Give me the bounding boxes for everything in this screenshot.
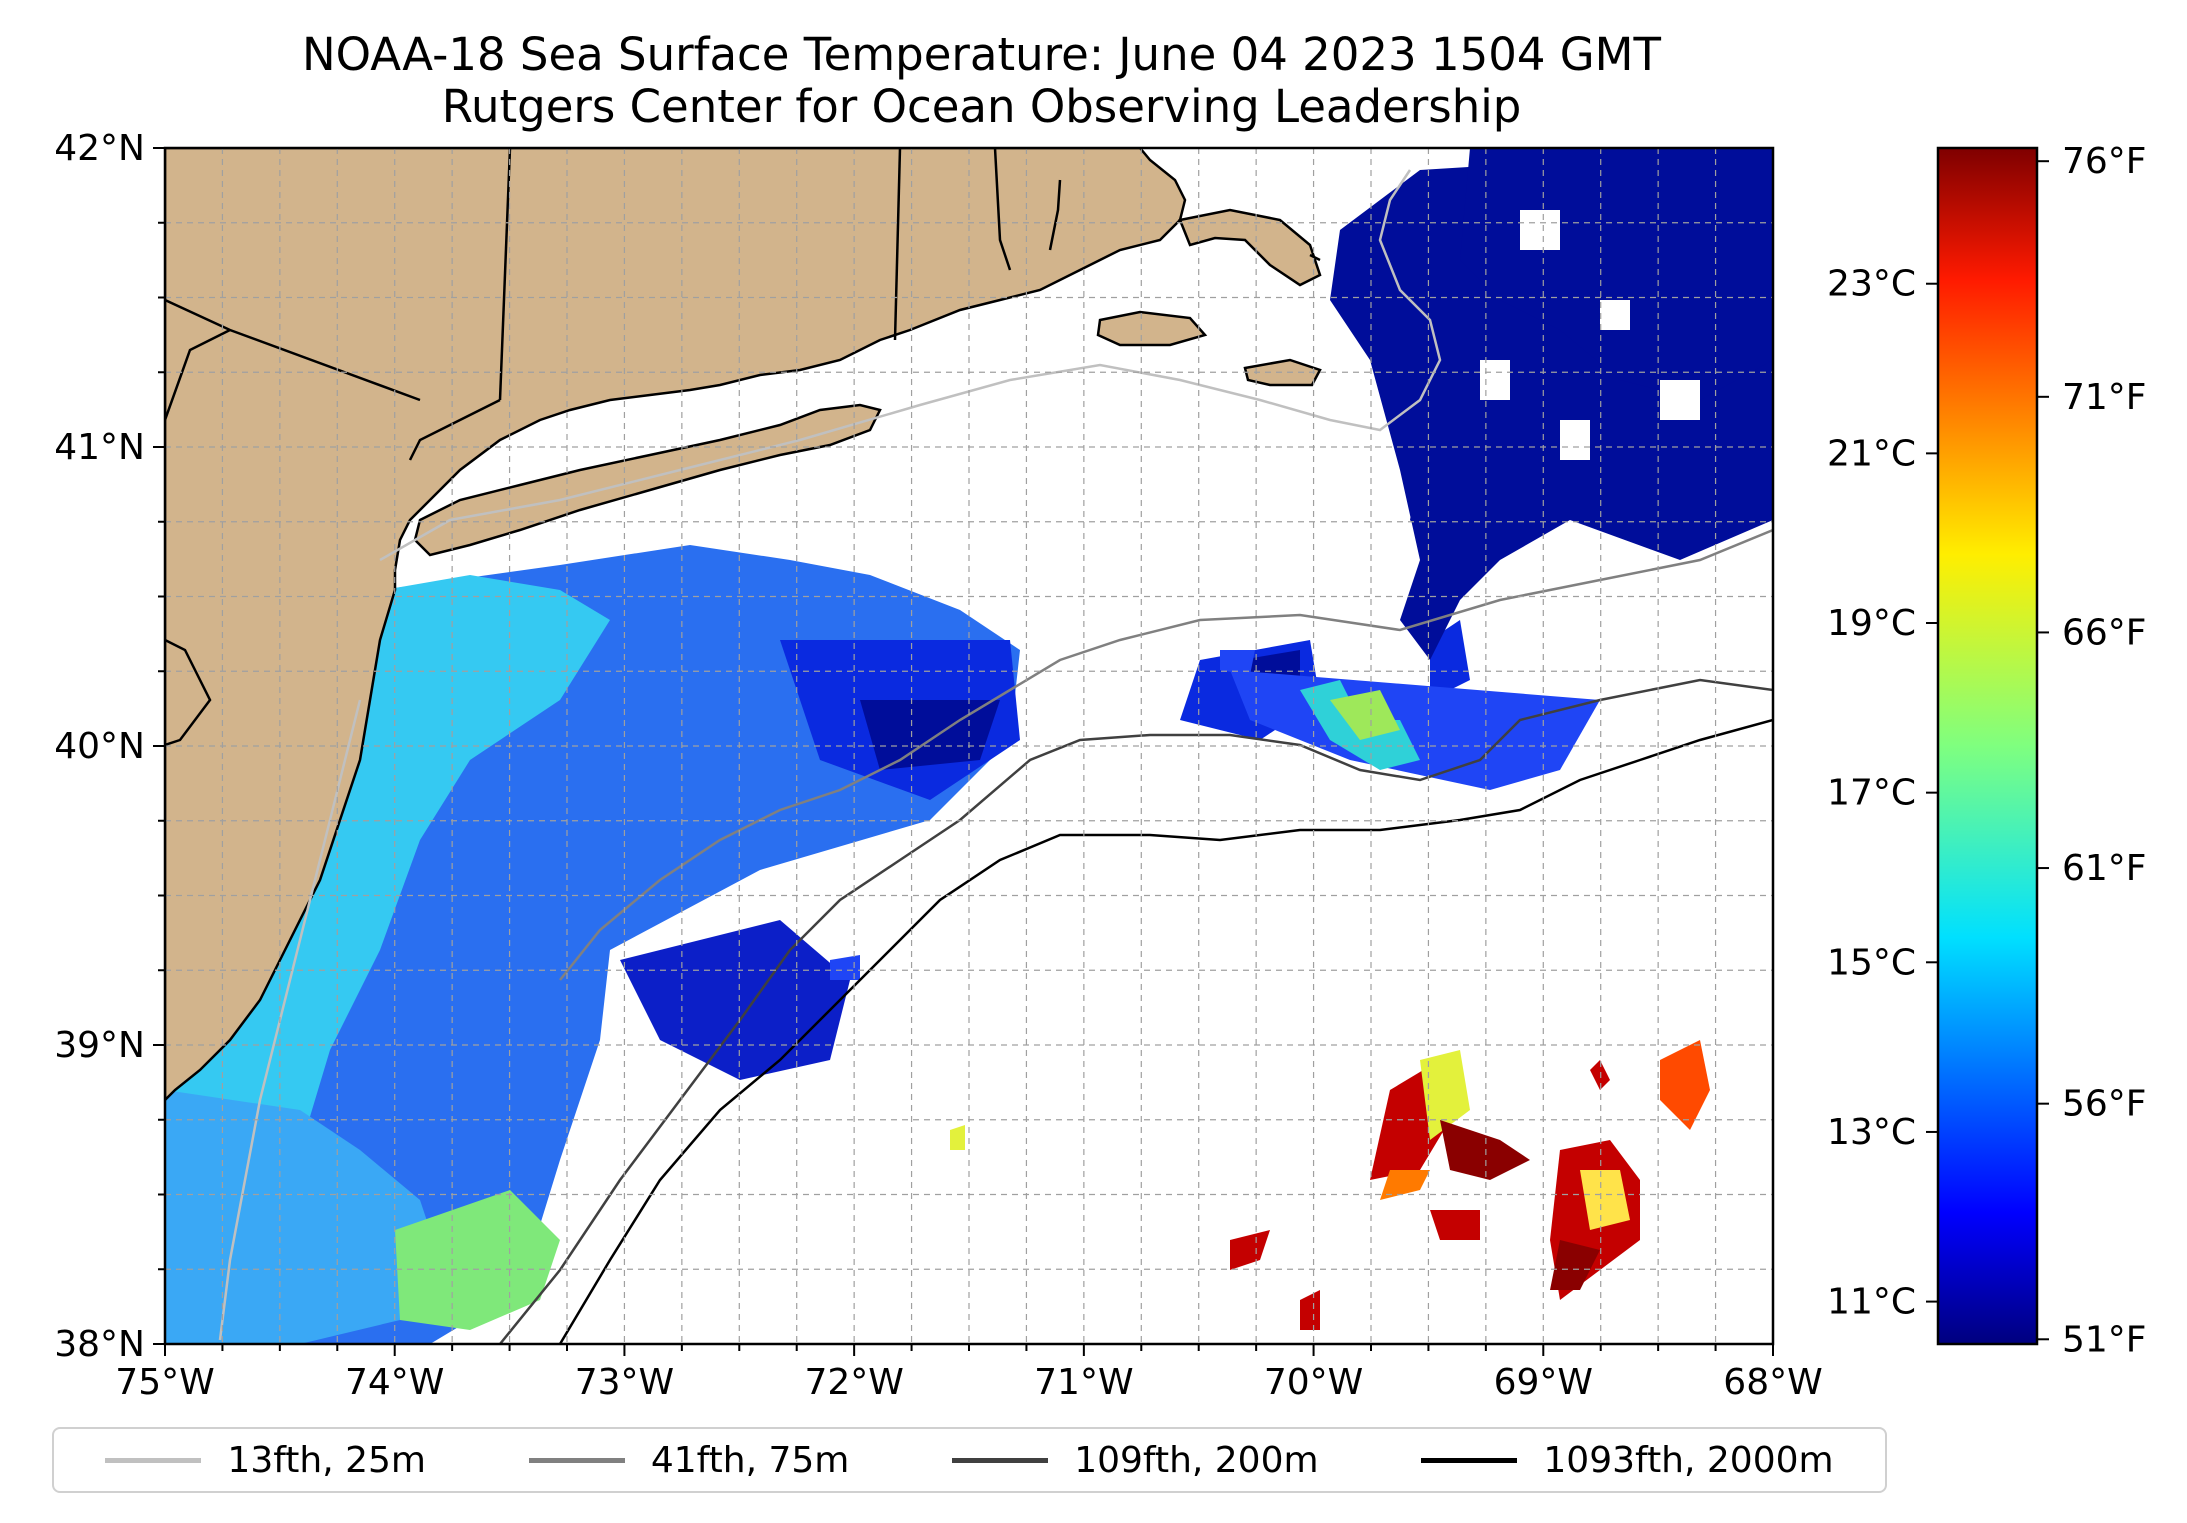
colorbar-fahrenheit-label: 66°F: [2062, 612, 2147, 653]
legend-item-200m: 109fth, 200m: [952, 1439, 1319, 1481]
legend-item-75m: 41fth, 75m: [528, 1439, 850, 1481]
colorbar-fahrenheit-label: 76°F: [2062, 141, 2147, 182]
legend-line-75m: [528, 1457, 625, 1463]
colorbar-fahrenheit-label: 61°F: [2062, 848, 2147, 889]
colorbar-fahrenheit-label: 56°F: [2062, 1084, 2147, 1125]
y-tick-label: 42°N: [54, 128, 145, 169]
chart-subtitle: Rutgers Center for Ocean Observing Leade…: [441, 80, 1522, 133]
land-cape-cod: [1178, 208, 1322, 287]
colorbar-fahrenheit-label: 51°F: [2062, 1319, 2147, 1360]
x-tick-label: 70°W: [1264, 1362, 1363, 1403]
state-borders: [165, 148, 1321, 747]
x-tick-label: 69°W: [1494, 1362, 1593, 1403]
colorbar-fahrenheit-label: 71°F: [2062, 377, 2147, 418]
colorbar-celsius-label: 21°C: [1827, 433, 1916, 474]
x-tick-label: 72°W: [804, 1362, 903, 1403]
map-area: [165, 148, 1773, 1344]
land-marthas-vineyard: [1096, 310, 1208, 347]
contour-legend: 13fth, 25m 41fth, 75m 109fth, 200m 1093f…: [52, 1427, 1887, 1493]
colorbar-celsius-label: 11°C: [1827, 1282, 1916, 1323]
x-axis-ticks: 75°W 74°W 73°W 72°W 71°W 70°W 69°W 68°W: [115, 1344, 1823, 1403]
legend-line-25m: [105, 1457, 202, 1463]
y-tick-label: 40°N: [54, 726, 145, 767]
legend-label-25m: 13fth, 25m: [227, 1439, 426, 1481]
land-nantucket: [1243, 358, 1322, 387]
land-long-island: [413, 403, 882, 557]
sst-field: [165, 148, 1773, 1344]
legend-item-2000m: 1093fth, 2000m: [1421, 1439, 1834, 1481]
colorbar-fahrenheit-ticks: 51°F 56°F 61°F 66°F 71°F 76°F: [2037, 141, 2147, 1360]
y-tick-label: 39°N: [54, 1025, 145, 1066]
legend-label-75m: 41fth, 75m: [650, 1439, 850, 1481]
x-tick-label: 73°W: [575, 1362, 674, 1403]
colorbar-celsius-label: 23°C: [1827, 264, 1916, 305]
colorbar-celsius-label: 17°C: [1827, 773, 1916, 814]
bathymetry-contours: [218, 169, 1773, 1344]
y-tick-label: 41°N: [54, 427, 145, 468]
legend-line-2000m: [1421, 1457, 1518, 1463]
colorbar-celsius-label: 15°C: [1827, 942, 1916, 983]
colorbar: [1936, 146, 2039, 1346]
y-axis-ticks: 38°N 39°N 40°N 41°N 42°N: [54, 128, 165, 1365]
land-mainland: [165, 148, 1187, 1102]
x-tick-label: 71°W: [1034, 1362, 1133, 1403]
x-tick-label: 74°W: [345, 1362, 444, 1403]
colorbar-celsius-label: 13°C: [1827, 1112, 1916, 1153]
legend-label-2000m: 1093fth, 2000m: [1543, 1439, 1834, 1481]
legend-label-200m: 109fth, 200m: [1074, 1439, 1319, 1481]
legend-item-25m: 13fth, 25m: [105, 1440, 426, 1481]
x-tick-label: 75°W: [115, 1362, 214, 1403]
x-tick-label: 68°W: [1723, 1362, 1822, 1403]
legend-line-200m: [952, 1457, 1049, 1463]
colorbar-celsius-label: 19°C: [1827, 603, 1916, 644]
chart-title: NOAA-18 Sea Surface Temperature: June 04…: [301, 28, 1661, 81]
colorbar-celsius-ticks: 11°C 13°C 15°C 17°C 19°C 21°C 23°C: [1827, 264, 1938, 1323]
y-tick-label: 38°N: [54, 1324, 145, 1365]
